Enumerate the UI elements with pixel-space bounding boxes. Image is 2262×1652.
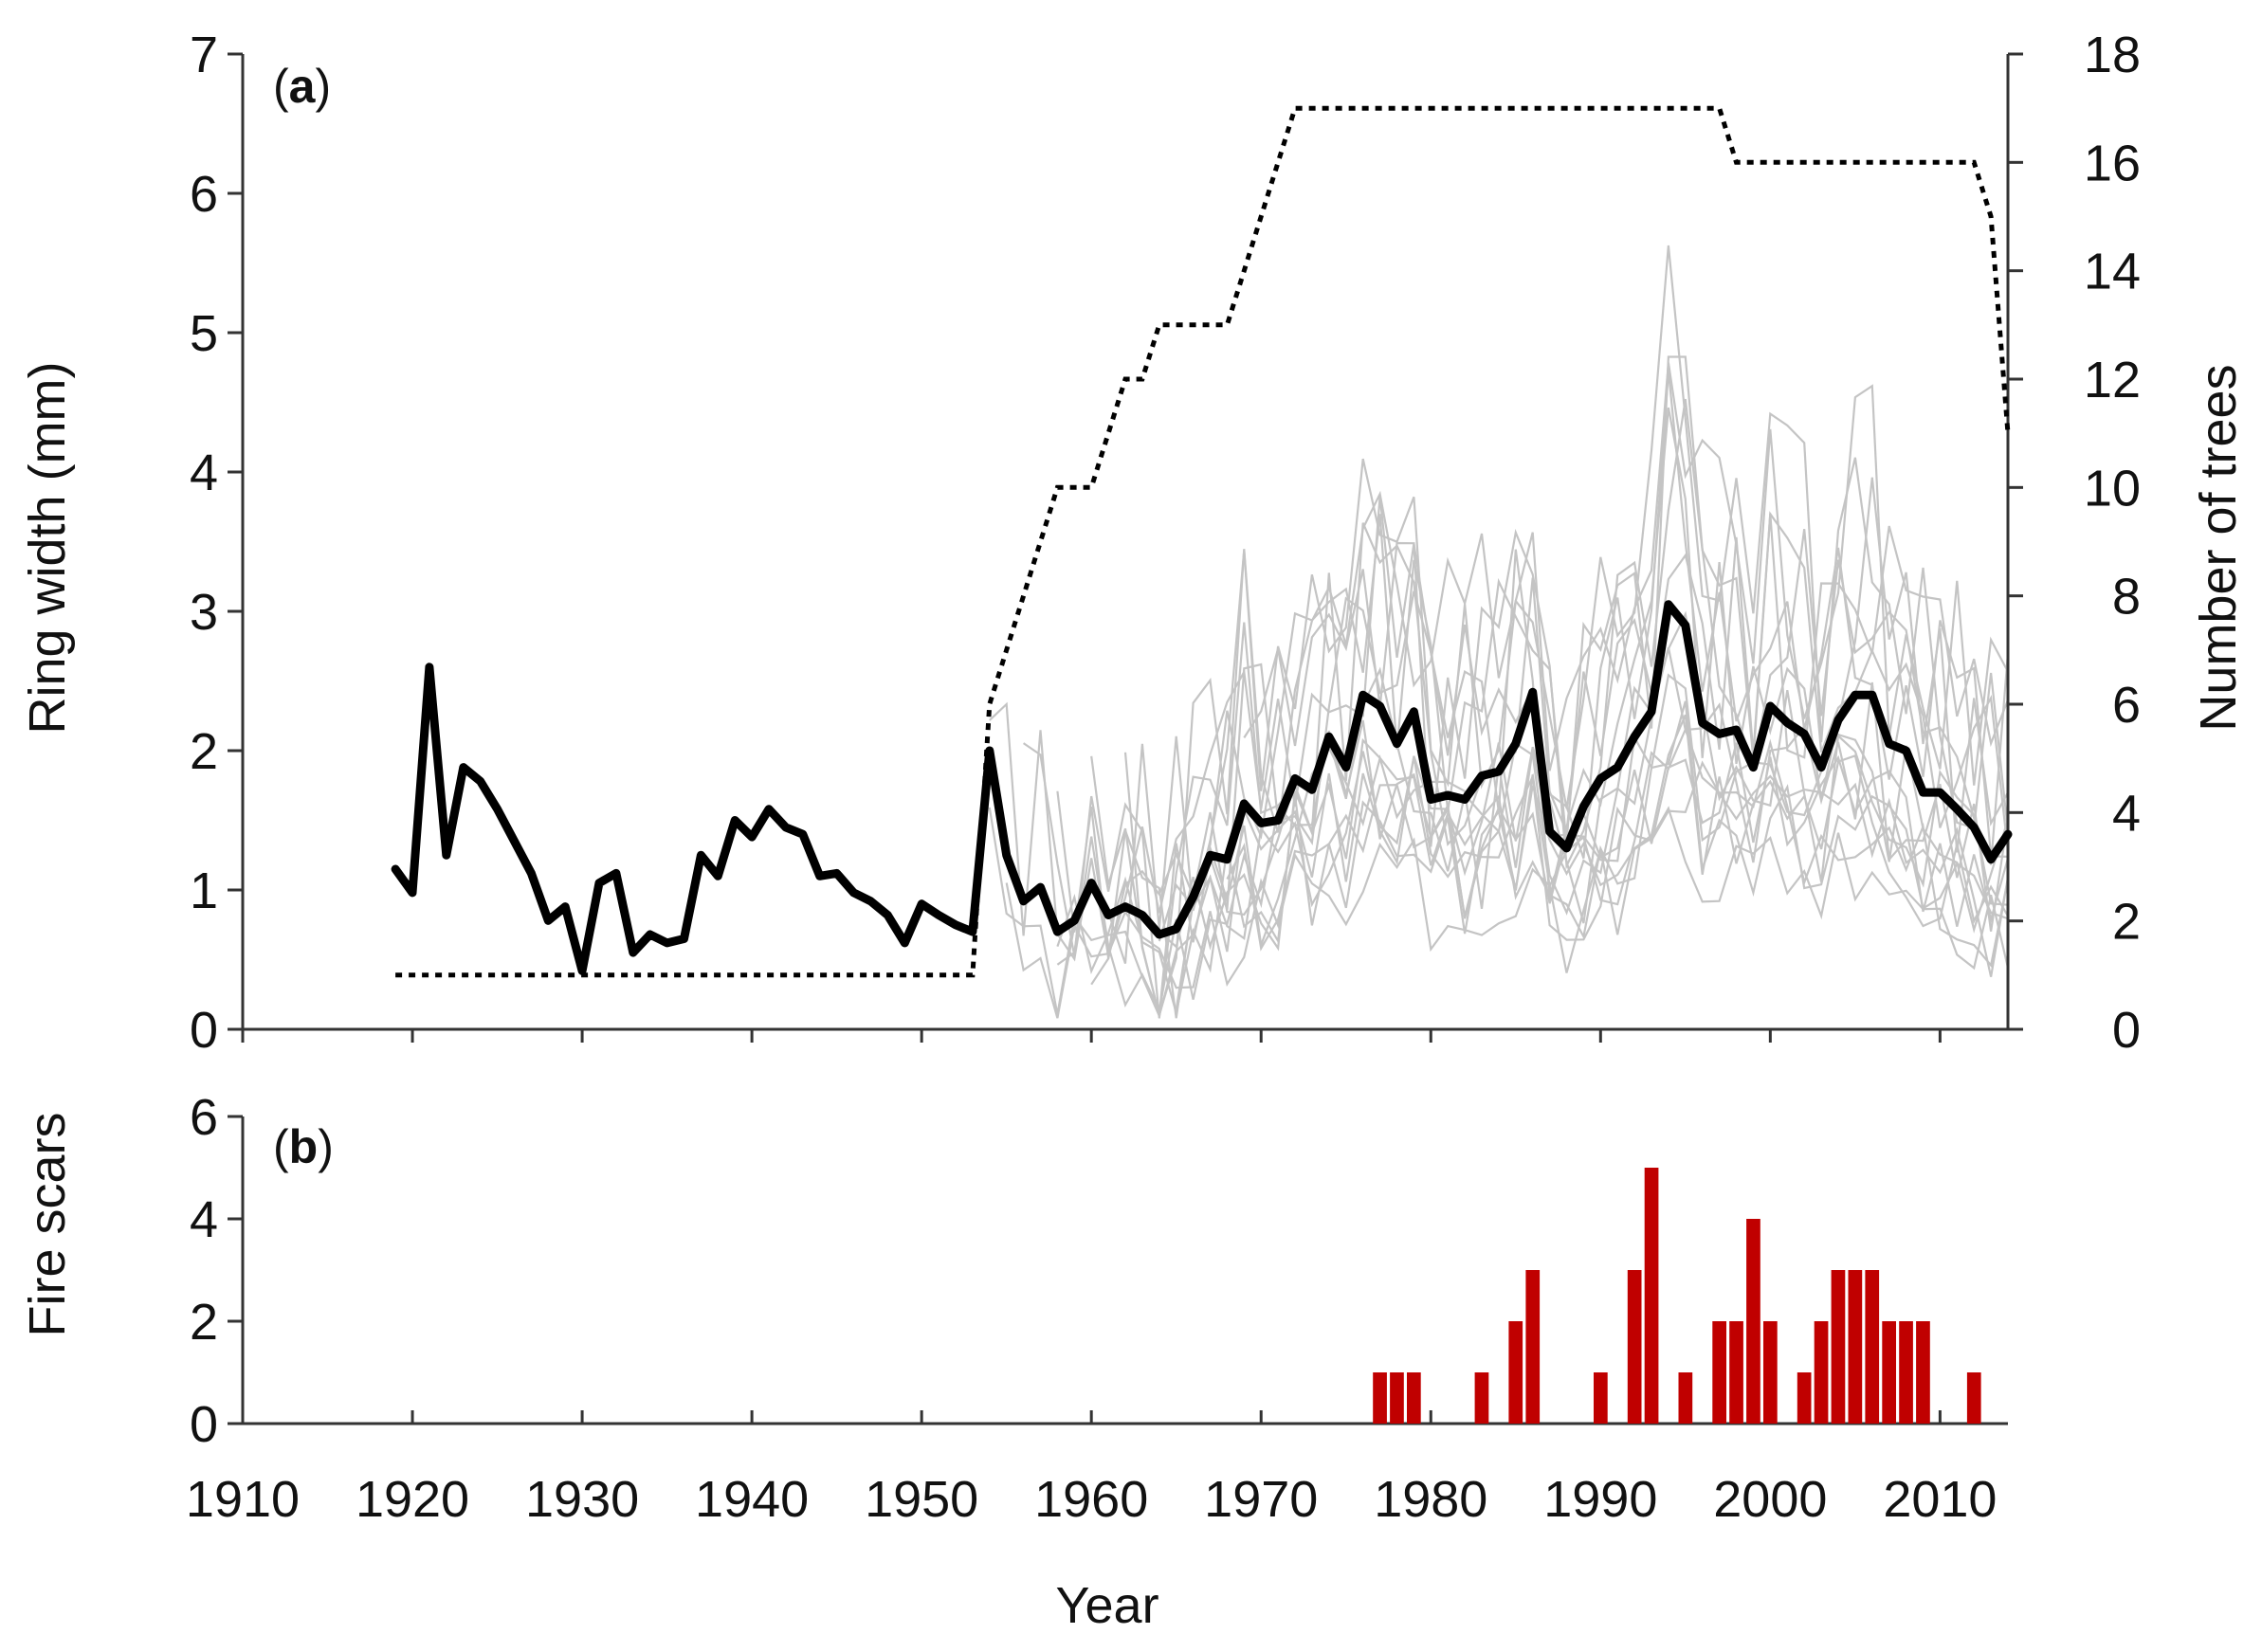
- y-tick-label-b: 4: [190, 1191, 218, 1248]
- y2-tick-label: 8: [2112, 569, 2141, 626]
- x-tick-label: 2000: [1713, 1471, 1827, 1528]
- fire-scar-bar: [1594, 1372, 1608, 1424]
- y-tick-label: 7: [190, 27, 218, 83]
- y2-tick-label: 2: [2112, 894, 2141, 951]
- y2-tick-label: 10: [2084, 460, 2141, 517]
- fire-scar-bar: [1407, 1372, 1421, 1424]
- individual-tree-series-line: [1056, 726, 2010, 1013]
- x-tick-label: 1910: [186, 1471, 300, 1528]
- individual-tree-series-group: [988, 245, 2010, 1020]
- y2-tick-label: 16: [2084, 135, 2141, 191]
- individual-tree-series-line: [1243, 398, 2010, 870]
- panel-b-letter: b: [289, 1120, 319, 1173]
- y-tick-label-b: 6: [190, 1089, 218, 1146]
- x-tick-label: 1920: [356, 1471, 469, 1528]
- fire-scar-bar: [1525, 1270, 1541, 1424]
- y-axis-title-fire-scars: Fire scars: [19, 1112, 76, 1336]
- y2-tick-label: 18: [2084, 27, 2141, 83]
- number-of-trees-line: [395, 105, 2011, 978]
- individual-tree-series-line: [1158, 700, 2009, 952]
- y2-axis-title-number-of-trees: Number of trees: [2190, 364, 2247, 731]
- fire-scar-bar: [1373, 1372, 1387, 1424]
- y2-tick-label: 14: [2084, 244, 2141, 300]
- fire-scar-bar: [1763, 1321, 1778, 1424]
- fire-scar-bar: [1508, 1321, 1523, 1424]
- y-tick-label-b: 2: [190, 1294, 218, 1351]
- panel-a-label: (a): [273, 60, 331, 113]
- individual-tree-series-line: [988, 751, 2010, 1020]
- x-tick-label: 1930: [525, 1471, 639, 1528]
- y-tick-label: 4: [190, 445, 218, 501]
- y-tick-label: 3: [190, 584, 218, 641]
- x-tick-label: 1970: [1204, 1471, 1318, 1528]
- x-tick-label: 1950: [865, 1471, 978, 1528]
- y-tick-label: 6: [190, 166, 218, 223]
- panel-a-series: [391, 105, 2013, 978]
- fire-scar-bar: [1882, 1321, 1896, 1424]
- panel-a-letter: a: [289, 60, 317, 113]
- individual-tree-series-line: [1005, 806, 2010, 1019]
- fire-scar-bar: [1474, 1372, 1489, 1424]
- y-tick-label: 1: [190, 862, 218, 919]
- y-tick-label-b: 0: [190, 1396, 218, 1453]
- y-axis-title-ring-width: Ring width (mm): [19, 361, 76, 734]
- x-tick-label: 1940: [695, 1471, 809, 1528]
- fire-scar-bar: [1712, 1321, 1726, 1424]
- y-tick-label: 2: [190, 723, 218, 780]
- fire-scar-bars: [1373, 1168, 1981, 1424]
- x-tick-label: 1960: [1034, 1471, 1148, 1528]
- fire-scar-bar: [1627, 1270, 1642, 1424]
- fire-scar-bar: [1966, 1372, 1981, 1424]
- panel-b-fire-scars: 0 2 4 6 1910 1920 1930 1940 1950 1960 1970 1980 1990…: [19, 1089, 2008, 1634]
- fire-scar-bar: [1899, 1321, 1913, 1424]
- fire-scar-bar: [1814, 1321, 1829, 1424]
- individual-tree-series-line: [1056, 355, 2010, 1019]
- x-tick-label: 1990: [1543, 1471, 1657, 1528]
- mean-ring-width-line: [391, 600, 2013, 975]
- x-axis-title-year: Year: [1055, 1577, 1158, 1634]
- individual-tree-series-line: [1056, 646, 2010, 1014]
- fire-scar-bar: [1729, 1321, 1743, 1424]
- y2-tick-label: 12: [2084, 352, 2141, 408]
- fire-scar-bar: [1797, 1372, 1812, 1424]
- fire-scar-bar: [1644, 1168, 1659, 1424]
- x-tick-label: 2010: [1883, 1471, 1997, 1528]
- fire-scar-bar: [1678, 1372, 1693, 1424]
- y-tick-label: 0: [190, 1002, 218, 1059]
- y2-tick-label: 0: [2112, 1002, 2141, 1059]
- y2-tick-label: 6: [2112, 677, 2141, 734]
- individual-tree-series-line: [1090, 610, 2009, 986]
- fire-scar-bar: [1848, 1270, 1863, 1424]
- y2-tick-label: 4: [2112, 785, 2141, 842]
- y-tick-label: 5: [190, 305, 218, 362]
- fire-scar-bar: [1865, 1270, 1880, 1424]
- fire-scar-bar: [1916, 1321, 1930, 1424]
- panel-b-axes: 0 2 4 6 1910 1920 1930 1940 1950 1960 1970 1980 1990…: [186, 1089, 2008, 1528]
- x-tick-label: 1980: [1374, 1471, 1487, 1528]
- fire-scar-bar: [1831, 1270, 1846, 1424]
- fire-scar-bar: [1746, 1219, 1760, 1424]
- fire-scar-bar: [1390, 1372, 1404, 1424]
- panel-b-label: (b): [273, 1120, 334, 1173]
